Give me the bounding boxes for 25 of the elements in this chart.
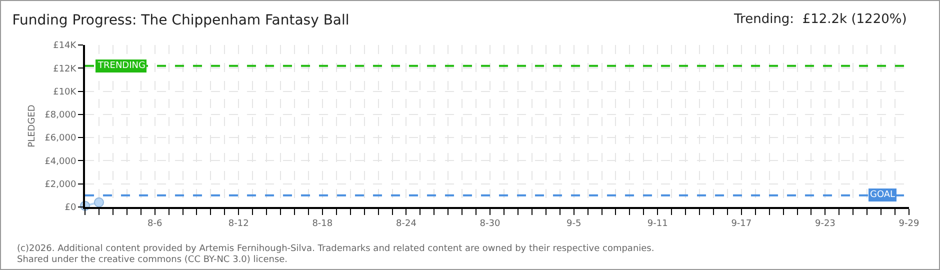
chart-subtitle: Trending: £12.2k (1220%): [733, 12, 907, 27]
ref-line-label: GOAL: [870, 190, 896, 200]
y-tick-label: £8,000: [44, 110, 76, 121]
x-tick-label: 9-29: [898, 218, 920, 229]
y-tick-label: £4,000: [44, 156, 76, 167]
y-tick-label: £2,000: [44, 180, 76, 190]
y-tick-label: £14K: [53, 41, 78, 52]
x-tick-label: 8-18: [312, 218, 333, 229]
x-tick-label: 8-6: [147, 218, 162, 229]
y-tick-label: £6,000: [44, 134, 76, 144]
x-tick-label: 9-11: [647, 218, 668, 229]
y-tick-label: £0: [64, 203, 76, 214]
x-tick-label: 8-24: [396, 218, 417, 229]
y-axis-title: PLEDGED: [28, 104, 38, 148]
chart-title: Funding Progress: The Chippenham Fantasy Ball: [12, 12, 350, 29]
text: (c)2026. Additional content provided by Artemis Fernihough-Silva. Trademarks and related content are owned by their respective companies.: [17, 244, 654, 254]
x-tick-label: 9-17: [731, 218, 752, 229]
y-tick-label: £10K: [53, 87, 78, 98]
text: Shared under the creative commons (CC BY-NC 3.0) license.: [17, 255, 288, 265]
x-tick-label: 8-12: [228, 218, 249, 229]
x-tick-label: 8-30: [480, 218, 500, 229]
y-tick-label: £12K: [53, 64, 78, 74]
x-tick-label: 9-5: [566, 218, 582, 229]
ref-line-label: TRENDING: [97, 61, 146, 71]
x-tick-label: 9-23: [814, 218, 836, 229]
